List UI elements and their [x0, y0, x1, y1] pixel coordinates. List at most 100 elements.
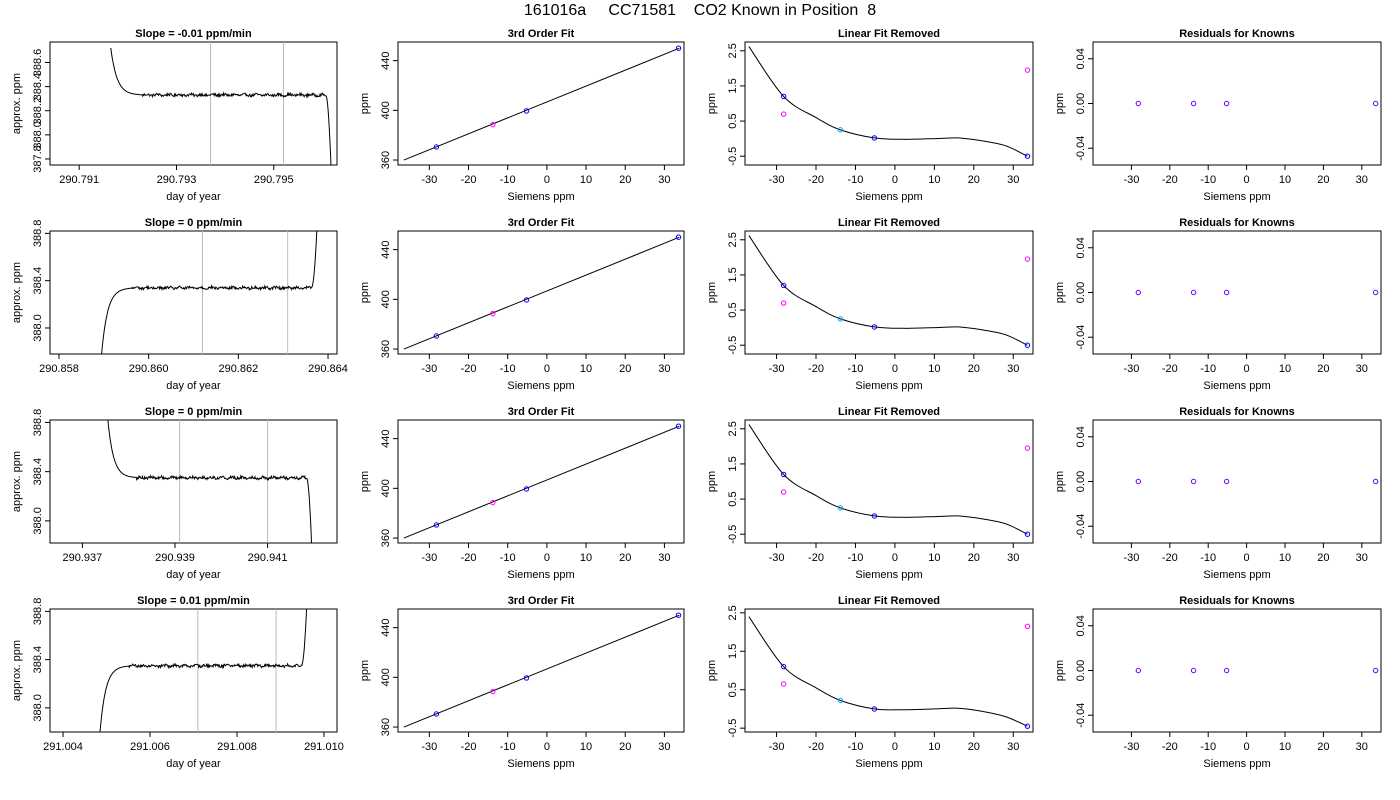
y-tick-label: 440: [380, 429, 392, 447]
data-point: [780, 93, 787, 100]
x-axis-label: day of year: [166, 758, 221, 770]
data-point: [1024, 342, 1031, 348]
x-tick-label: -10: [1200, 363, 1216, 375]
data-point: [675, 612, 682, 618]
panel-title: 3rd Order Fit: [508, 406, 575, 418]
x-tick-label: -10: [1200, 174, 1216, 186]
y-tick-label: 388.8: [32, 220, 44, 248]
plot-area: [403, 425, 680, 539]
x-tick-label: -30: [769, 174, 785, 186]
y-tick-label: 388.0: [32, 314, 44, 342]
data-point: [837, 505, 844, 511]
panel-trace-r1: Slope = 0 ppm/min 290.858 290.860 290.862 29…: [11, 217, 348, 392]
data-point: [1372, 100, 1379, 107]
panel-title: Residuals for Knowns: [1179, 217, 1295, 229]
x-tick-label: -10: [500, 552, 516, 564]
x-tick-label: -30: [421, 174, 437, 186]
panel-title: Residuals for Knowns: [1179, 406, 1295, 418]
x-tick-label: -20: [1162, 741, 1178, 753]
data-point: [780, 282, 787, 289]
x-tick-label: 30: [658, 741, 670, 753]
plot-frame: [397, 230, 685, 355]
x-tick-label: -30: [1123, 363, 1139, 375]
panel-title: Slope = 0.01 ppm/min: [137, 595, 250, 607]
panel-trace-r0: Slope = -0.01 ppm/min 290.791 290.793 290.7…: [11, 28, 338, 203]
plot-area: [101, 231, 318, 354]
fit-line: [403, 236, 680, 350]
x-tick-label: 30: [1007, 552, 1019, 564]
y-tick-label: 0.04: [1075, 615, 1087, 636]
x-tick-label: 20: [619, 741, 631, 753]
data-point: [837, 127, 844, 133]
data-point: [780, 489, 787, 495]
data-point: [675, 234, 682, 240]
y-tick-label: 400: [380, 479, 392, 497]
x-tick-label: -20: [461, 741, 477, 753]
x-tick-label: -20: [808, 741, 824, 753]
x-tick-label: 10: [928, 174, 940, 186]
y-tick-label: 388.4: [32, 73, 44, 101]
y-tick-label: 440: [380, 618, 392, 636]
plot-area: [748, 424, 1028, 535]
data-point: [1024, 153, 1031, 159]
y-tick-label: 2.5: [727, 43, 739, 58]
y-axis-label: ppm: [706, 282, 718, 303]
plot-area: [110, 42, 332, 165]
data-point: [871, 706, 878, 712]
y-tick-label: 0.00: [1075, 471, 1087, 492]
panel-title: 3rd Order Fit: [508, 28, 575, 40]
x-tick-label: 290.860: [129, 363, 169, 375]
x-tick-label: -10: [848, 174, 864, 186]
data-point: [523, 486, 530, 492]
x-tick-label: 291.004: [43, 741, 83, 753]
x-tick-label: 290.791: [59, 174, 99, 186]
panel-title: 3rd Order Fit: [508, 595, 575, 607]
x-tick-label: -30: [769, 741, 785, 753]
x-axis-label: day of year: [166, 380, 221, 392]
x-tick-label: 10: [1279, 552, 1291, 564]
data-point: [1024, 531, 1031, 537]
x-tick-label: 10: [580, 741, 592, 753]
x-tick-label: 290.793: [157, 174, 197, 186]
y-tick-label: 388.8: [32, 409, 44, 437]
y-tick-label: -0.04: [1075, 703, 1087, 728]
x-tick-label: 30: [1356, 363, 1368, 375]
x-axis-label: Siemens ppm: [855, 380, 922, 392]
x-tick-label: 30: [1356, 174, 1368, 186]
x-tick-label: 20: [1317, 363, 1329, 375]
y-tick-label: -0.04: [1075, 514, 1087, 539]
x-tick-label: 290.939: [155, 552, 195, 564]
panel-linear-r3: Linear Fit Removed -30 -20 -10 0 10 20 30 -0.5 0.…: [706, 595, 1034, 770]
x-tick-label: -10: [848, 552, 864, 564]
fit-line: [403, 47, 680, 161]
y-tick-label: 388.0: [32, 507, 44, 535]
y-tick-label: 388.0: [32, 694, 44, 722]
x-tick-label: 10: [928, 741, 940, 753]
cubic-fit-curve: [748, 46, 1028, 157]
data-point: [1190, 667, 1197, 674]
x-tick-label: 290.941: [248, 552, 288, 564]
y-axis-label: ppm: [359, 93, 371, 114]
x-tick-label: -30: [1123, 552, 1139, 564]
data-point: [523, 108, 530, 114]
data-point: [871, 324, 878, 330]
panel-resid-r0: Residuals for Knowns -30 -20 -10 0 10 20 30 -0.0…: [1054, 28, 1382, 203]
plot-frame: [49, 608, 338, 733]
data-point: [1135, 100, 1142, 107]
data-point: [871, 513, 878, 519]
y-tick-label: 0.00: [1075, 93, 1087, 114]
x-tick-label: 0: [892, 363, 898, 375]
data-point: [523, 675, 530, 681]
panel-trace-r3: Slope = 0.01 ppm/min 291.004 291.006 291.00…: [11, 595, 344, 770]
y-axis-label: ppm: [706, 471, 718, 492]
data-point: [1190, 289, 1197, 296]
y-tick-label: 360: [380, 340, 392, 358]
y-tick-label: -0.5: [727, 147, 739, 166]
x-axis-label: Siemens ppm: [507, 758, 574, 770]
panel-fit-r0: 3rd Order Fit -30 -20 -10 0 10 20 30 360 400 440 Si…: [359, 28, 685, 203]
panel-title: Slope = 0 ppm/min: [145, 217, 243, 229]
panel-title: Residuals for Knowns: [1179, 28, 1295, 40]
data-point: [780, 471, 787, 478]
x-tick-label: 10: [1279, 363, 1291, 375]
